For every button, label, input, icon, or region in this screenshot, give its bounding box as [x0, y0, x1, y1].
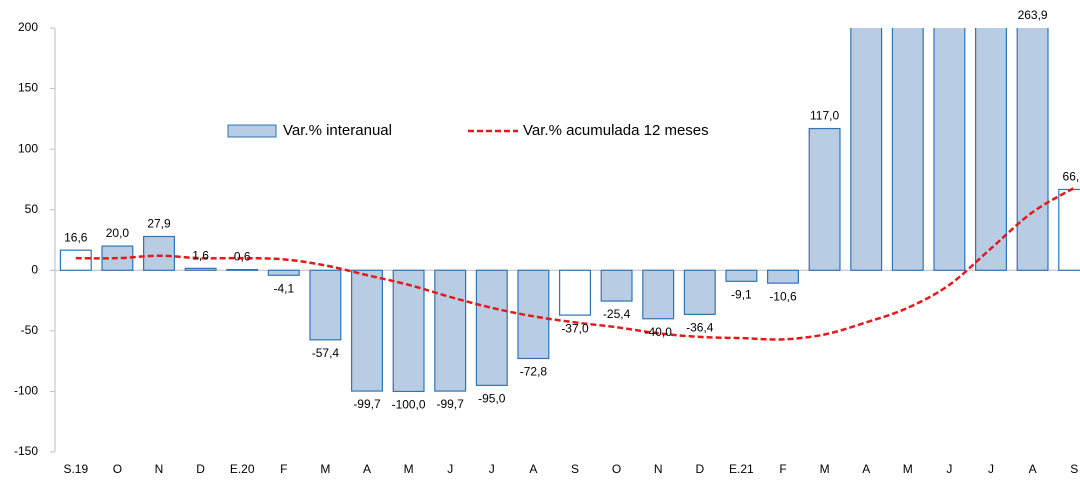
x-tick-label: O — [612, 462, 621, 476]
data-label: 263,9 — [1018, 8, 1048, 22]
x-tick-label: S.19 — [63, 462, 88, 476]
bar — [59, 249, 92, 271]
bar — [475, 269, 508, 386]
x-tick-label: J — [489, 462, 495, 476]
x-tick-label: J — [946, 462, 952, 476]
data-label: 0,6 — [234, 250, 251, 264]
x-tick-label: A — [862, 462, 870, 476]
legend-label: Var.% acumulada 12 meses — [523, 122, 709, 139]
bar — [767, 269, 799, 284]
data-label: 16,6 — [64, 230, 88, 244]
y-tick-label: 200 — [18, 20, 38, 34]
data-label: -37,0 — [561, 321, 589, 335]
bar — [1058, 188, 1080, 271]
y-tick-label: 150 — [18, 81, 38, 95]
bar — [143, 235, 175, 271]
y-tick-label: -100 — [14, 384, 38, 398]
bar — [434, 269, 467, 392]
data-label: -57,4 — [312, 346, 340, 360]
x-tick-label: J — [988, 462, 994, 476]
data-label: -99,7 — [437, 397, 465, 411]
axes — [50, 27, 1080, 453]
data-label: 66,7 — [1063, 170, 1080, 184]
x-tick-label: M — [320, 462, 330, 476]
x-tick-label: A — [1029, 462, 1037, 476]
x-tick-label: E.21 — [729, 462, 754, 476]
bar — [517, 269, 550, 360]
data-label: 27,9 — [147, 217, 171, 231]
y-tick-label: -50 — [21, 323, 39, 337]
data-label: -4,1 — [273, 281, 294, 295]
y-tick-label: 50 — [25, 202, 39, 216]
bar — [933, 28, 966, 271]
labels: -150 -100 -50 0 50 100 150 200 S.19 O N D E.20 F M A M J J… — [14, 8, 1080, 476]
bar — [267, 269, 300, 276]
bar — [600, 269, 633, 302]
bar — [351, 269, 383, 392]
bar — [1016, 28, 1049, 271]
legend-swatch — [227, 124, 277, 138]
x-tick-label: E.20 — [230, 462, 255, 476]
legend-label: Var.% interanual — [283, 122, 392, 139]
x-tick-label: A — [363, 462, 371, 476]
x-tick-label: M — [404, 462, 414, 476]
bar — [975, 28, 1007, 271]
line-layer — [75, 186, 1075, 341]
bar — [808, 127, 841, 271]
bar — [392, 269, 425, 393]
x-tick-label: M — [903, 462, 913, 476]
data-label: -72,8 — [520, 365, 548, 379]
y-tick-label: 0 — [31, 262, 38, 276]
line — [75, 186, 1075, 341]
x-tick-label: A — [529, 462, 537, 476]
x-tick-label: F — [280, 462, 287, 476]
x-tick-label: S — [571, 462, 579, 476]
data-label: -25,4 — [603, 307, 631, 321]
x-tick-label: S — [1070, 462, 1078, 476]
bar — [309, 269, 342, 341]
x-tick-label: D — [695, 462, 704, 476]
bar — [226, 268, 259, 271]
bar — [850, 28, 883, 271]
data-label: -9,1 — [731, 287, 752, 301]
x-tick-label: N — [654, 462, 663, 476]
bars — [59, 28, 1080, 393]
data-label: -10,6 — [769, 289, 797, 303]
data-label: -99,7 — [353, 397, 381, 411]
bar — [725, 269, 758, 282]
data-label: -100,0 — [392, 398, 426, 412]
x-tick-label: D — [196, 462, 205, 476]
x-tick-label: J — [447, 462, 453, 476]
x-tick-label: O — [113, 462, 122, 476]
data-label: -95,0 — [478, 392, 506, 406]
bar — [559, 269, 591, 316]
y-tick-label: -150 — [14, 444, 38, 458]
x-tick-label: N — [155, 462, 164, 476]
x-tick-label: F — [779, 462, 786, 476]
data-label: 20,0 — [106, 226, 130, 240]
data-label: 1,6 — [192, 249, 209, 263]
bar — [891, 28, 924, 271]
bar — [642, 269, 675, 320]
bar — [184, 267, 217, 271]
x-tick-label: M — [820, 462, 830, 476]
data-label: 117,0 — [810, 109, 839, 123]
bar — [683, 269, 716, 315]
data-label: -36,4 — [686, 321, 714, 335]
y-tick-label: 100 — [18, 141, 38, 155]
data-label: -40,0 — [645, 325, 673, 339]
